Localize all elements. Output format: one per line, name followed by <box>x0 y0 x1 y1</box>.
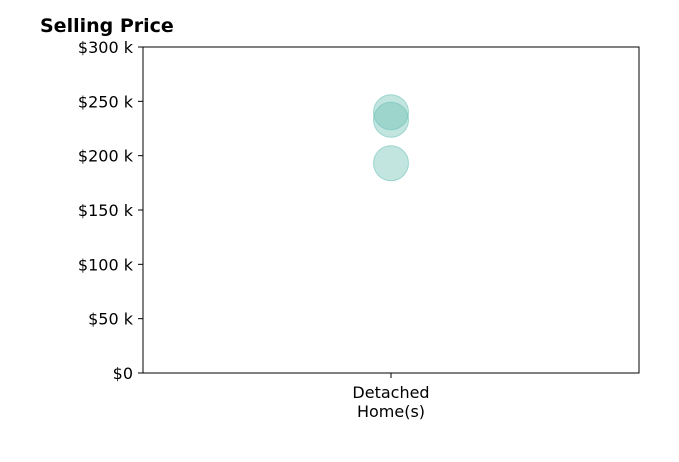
y-tick-label: $100 k <box>78 255 134 274</box>
scatter-point <box>373 94 409 131</box>
y-tick-label: $200 k <box>78 147 134 166</box>
chart-title: Selling Price <box>40 15 174 37</box>
scatter-point <box>373 145 409 182</box>
y-tick-label: $50 k <box>88 310 134 329</box>
points-layer <box>373 94 409 182</box>
axis-layer: $0 $50 k $100 k $150 k $200 k $250 k $300 k Det… <box>78 38 640 421</box>
x-tick-label: Detached Home(s) <box>352 383 429 421</box>
scatter-point <box>373 101 409 138</box>
y-tick-label: $150 k <box>78 201 134 220</box>
y-tick-label: $250 k <box>78 92 134 111</box>
y-tick-label: $0 <box>113 364 133 383</box>
y-tick-label: $300 k <box>78 38 134 57</box>
